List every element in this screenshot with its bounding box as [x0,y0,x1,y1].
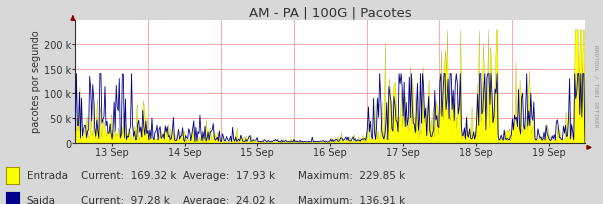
Text: Average:  17.93 k: Average: 17.93 k [183,171,276,180]
Text: Current:  169.32 k: Current: 169.32 k [81,171,176,180]
Text: Average:  24.02 k: Average: 24.02 k [183,195,276,204]
Title: AM - PA | 100G | Pacotes: AM - PA | 100G | Pacotes [249,6,411,19]
Text: Current:  97.28 k: Current: 97.28 k [81,195,169,204]
Text: Entrada: Entrada [27,171,68,180]
Text: Maximum:  136.91 k: Maximum: 136.91 k [298,195,405,204]
Y-axis label: pacotes por segundo: pacotes por segundo [31,31,41,133]
Text: Saida: Saida [27,195,55,204]
Text: RRDTOOL / TOBI OETIKER: RRDTOOL / TOBI OETIKER [594,45,599,127]
Text: Maximum:  229.85 k: Maximum: 229.85 k [298,171,405,180]
